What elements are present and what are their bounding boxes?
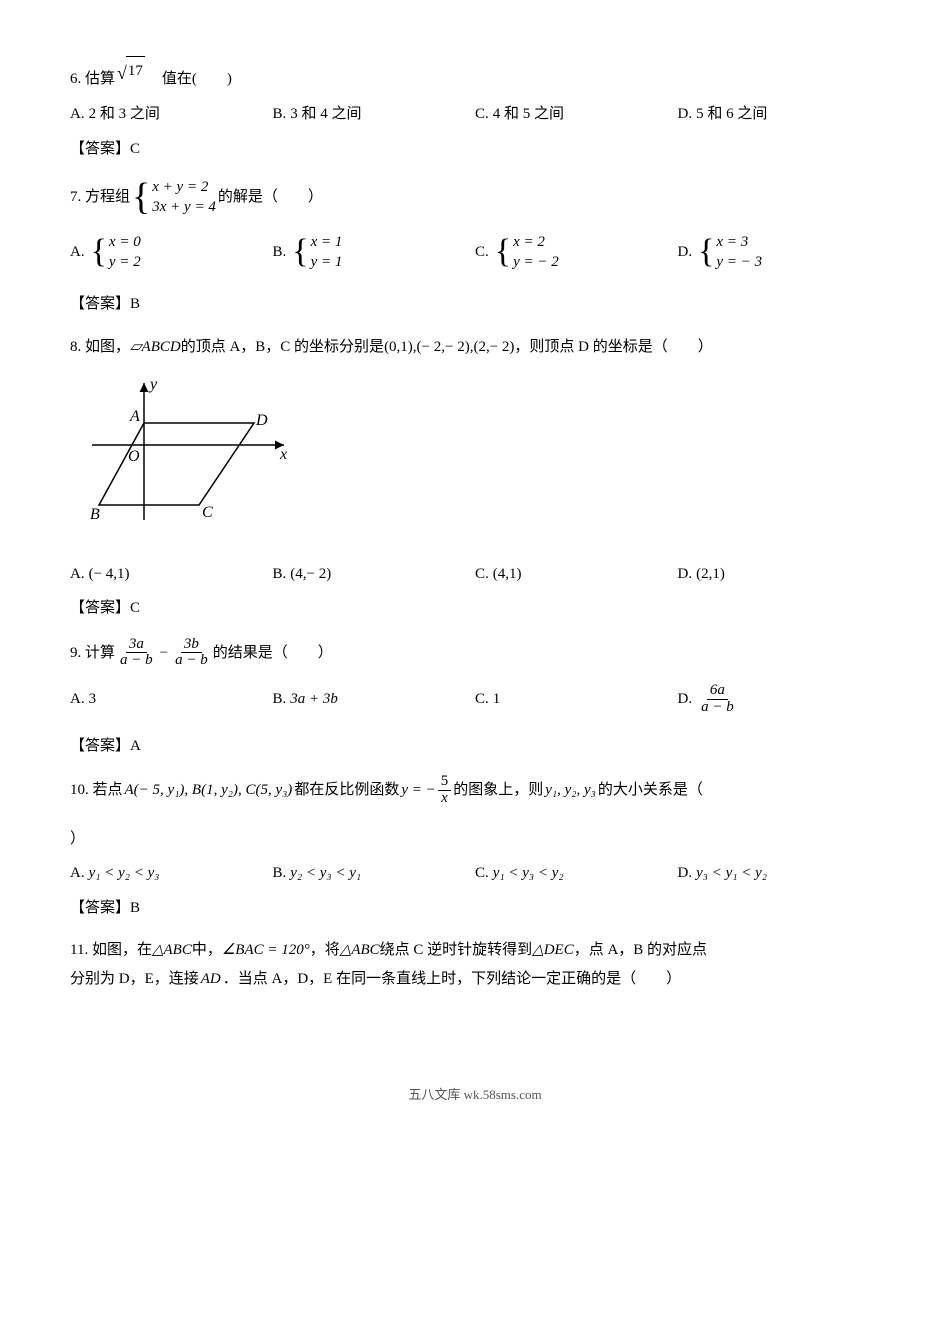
- pt-C: C: [202, 504, 213, 521]
- q8-diagram: y x A D O B C: [84, 375, 880, 546]
- q8-stem: 8. 如图， ▱ABCD 的顶点 A，B，C 的坐标分别是 (0,1),(− 2…: [70, 333, 880, 362]
- q7-stem: 7. 方程组 { x + y = 2 3x + y = 4 的解是（ ）: [70, 177, 880, 218]
- question-9: 9. 计算 3aa − b − 3ba − b 的结果是（ ） A.3 B.3a…: [70, 637, 880, 761]
- q7-opt-d: D. {x = 3y = − 3: [678, 232, 881, 273]
- q6-post: 值在( ): [147, 65, 232, 94]
- q8-answer: 【答案】C: [70, 594, 880, 623]
- q10-frac: 5x: [438, 774, 452, 807]
- q6-opt-a: A.2 和 3 之间: [70, 100, 273, 129]
- q6-opt-c: C.4 和 5 之间: [475, 100, 678, 129]
- q6-opt-d: D.5 和 6 之间: [678, 100, 881, 129]
- q7-num: 7.: [70, 183, 81, 212]
- q8-options: A.(− 4,1) B.(4,− 2) C.(4,1) D.(2,1): [70, 560, 880, 589]
- question-8: 8. 如图， ▱ABCD 的顶点 A，B，C 的坐标分别是 (0,1),(− 2…: [70, 333, 880, 623]
- q11-line1: 11. 如图，在 △ABC 中， ∠BAC = 120° ，将 △ABC 绕点 …: [70, 936, 880, 965]
- q6-num: 6.: [70, 65, 81, 94]
- q7-system: { x + y = 2 3x + y = 4: [132, 177, 216, 218]
- q7-opt-c: C. {x = 2y = − 2: [475, 232, 678, 273]
- q10-stem: 10. 若点 A(− 5, y₁), B(1, y₂), C(5, y₃) 都在…: [70, 774, 880, 807]
- q9-opt-d: D. 6aa − b: [678, 683, 881, 716]
- q10-options: A.y₁ < y₂ < y₃ B.y₂ < y₃ < y₁ C.y₁ < y₃ …: [70, 859, 880, 888]
- q7-opt-a: A. {x = 0y = 2: [70, 232, 273, 273]
- q7-options: A. {x = 0y = 2 B. {x = 1y = 1 C. {x = 2y…: [70, 232, 880, 273]
- q7-post: 的解是（ ）: [218, 183, 323, 212]
- q9-frac1: 3aa − b: [117, 637, 156, 670]
- q9-answer: 【答案】A: [70, 732, 880, 761]
- question-6: 6. 估算 √17 值在( ) A.2 和 3 之间 B.3 和 4 之间 C.…: [70, 60, 880, 163]
- axis-y-label: y: [148, 376, 158, 393]
- q6-answer: 【答案】C: [70, 135, 880, 164]
- q8-opt-a: A.(− 4,1): [70, 560, 273, 589]
- question-11: 11. 如图，在 △ABC 中， ∠BAC = 120° ，将 △ABC 绕点 …: [70, 936, 880, 993]
- q10-num: 10.: [70, 776, 89, 805]
- q10-answer: 【答案】B: [70, 894, 880, 923]
- q10-opt-a: A.y₁ < y₂ < y₃: [70, 859, 273, 888]
- page-footer: 五八文库 wk.58sms.com: [70, 1083, 880, 1108]
- pt-D: D: [255, 412, 268, 429]
- pt-O: O: [128, 448, 140, 465]
- question-7: 7. 方程组 { x + y = 2 3x + y = 4 的解是（ ） A. …: [70, 177, 880, 319]
- axis-x-label: x: [279, 446, 287, 463]
- pt-B: B: [90, 506, 100, 523]
- q6-opt-b: B.3 和 4 之间: [273, 100, 476, 129]
- q10-opt-c: C.y₁ < y₃ < y₂: [475, 859, 678, 888]
- q9-opt-d-frac: 6aa − b: [698, 683, 737, 716]
- q9-opt-b: B.3a + 3b: [273, 685, 476, 714]
- q8-opt-c: C.(4,1): [475, 560, 678, 589]
- q8-opt-d: D.(2,1): [678, 560, 881, 589]
- q10-close: ）: [70, 825, 880, 854]
- question-10: 10. 若点 A(− 5, y₁), B(1, y₂), C(5, y₃) 都在…: [70, 774, 880, 922]
- q8-opt-b: B.(4,− 2): [273, 560, 476, 589]
- pt-A: A: [129, 408, 140, 425]
- q8-num: 8.: [70, 333, 81, 362]
- q11-line2: 分别为 D，E，连接 AD ．当点 A，D，E 在同一条直线上时，下列结论一定正…: [70, 965, 880, 994]
- q6-stem: 6. 估算 √17 值在( ): [70, 60, 880, 94]
- q7-opt-b: B. {x = 1y = 1: [273, 232, 476, 273]
- q10-opt-b: B.y₂ < y₃ < y₁: [273, 859, 476, 888]
- q10-pts: A(− 5, y₁), B(1, y₂), C(5, y₃): [125, 776, 293, 805]
- q10-opt-d: D.y₃ < y₁ < y₂: [678, 859, 881, 888]
- q7-answer: 【答案】B: [70, 290, 880, 319]
- q8-abcd: ▱ABCD: [130, 333, 181, 362]
- q6-pre: 估算: [85, 65, 115, 94]
- q9-opt-a: A.3: [70, 685, 273, 714]
- q9-frac2: 3ba − b: [172, 637, 211, 670]
- sqrt-17: √17: [117, 56, 145, 90]
- q9-options: A.3 B.3a + 3b C.1 D. 6aa − b: [70, 683, 880, 716]
- q9-num: 9.: [70, 639, 81, 668]
- q11-num: 11.: [70, 936, 88, 965]
- q9-stem: 9. 计算 3aa − b − 3ba − b 的结果是（ ）: [70, 637, 880, 670]
- q9-opt-c: C.1: [475, 685, 678, 714]
- q6-options: A.2 和 3 之间 B.3 和 4 之间 C.4 和 5 之间 D.5 和 6…: [70, 100, 880, 129]
- q8-coords: (0,1),(− 2,− 2),(2,− 2): [384, 333, 514, 362]
- q7-pre: 方程组: [85, 183, 130, 212]
